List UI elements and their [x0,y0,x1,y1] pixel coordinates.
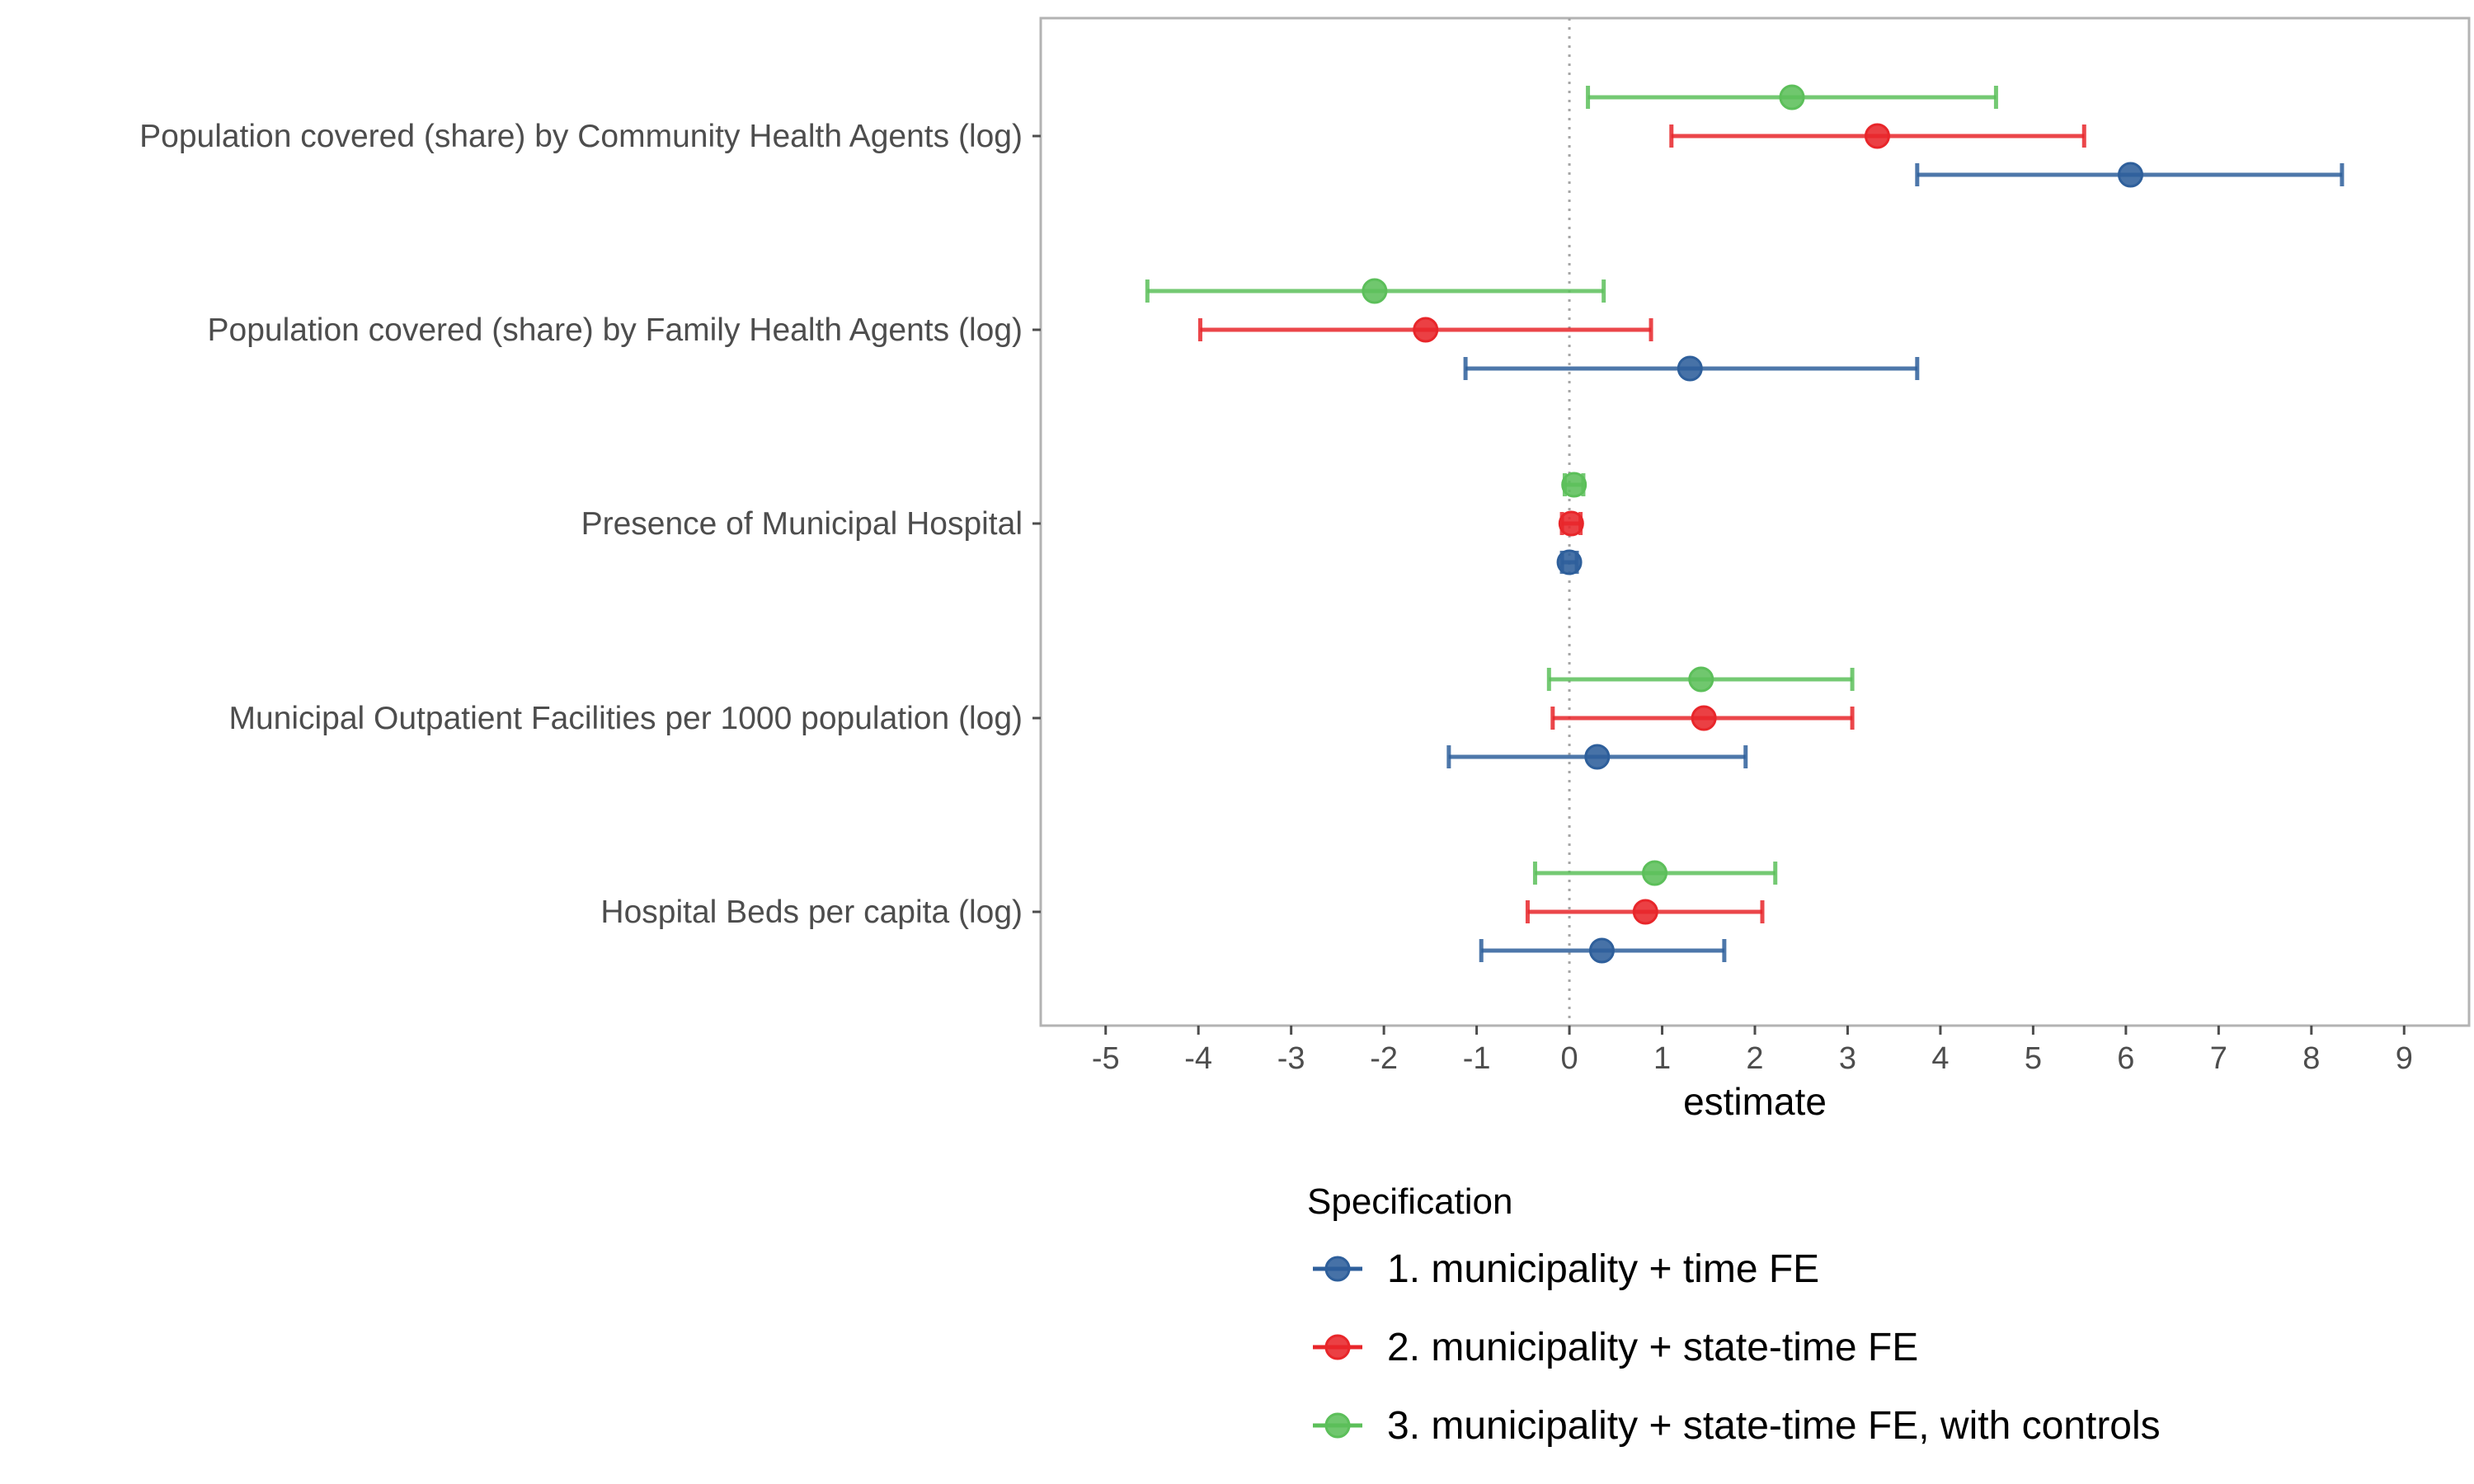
legend-key-point [1324,1334,1351,1360]
legend-key-point [1324,1256,1351,1282]
x-tick-label: 5 [2025,1041,2042,1076]
x-tick-label: 4 [1931,1041,1949,1076]
x-tick-label: 6 [2117,1041,2134,1076]
point-estimate [1677,355,1703,382]
series-1 [1446,162,2345,964]
x-tick-label: -5 [1092,1041,1120,1076]
point-estimate [1632,899,1658,925]
legend-key-point [1324,1412,1351,1439]
x-tick-label: 2 [1746,1041,1763,1076]
point-estimate [1779,84,1805,110]
legend-item: 3. municipality + state-time FE, with co… [1313,1404,2161,1448]
x-tick-label: 8 [2302,1041,2320,1076]
y-category-label: Population covered (share) by Community … [139,119,1023,154]
legend-label: 1. municipality + time FE [1387,1247,1819,1291]
y-category-label: Municipal Outpatient Facilities per 1000… [228,701,1023,736]
legend-items: 1. municipality + time FE 2. municipality… [1313,1247,2161,1448]
point-estimate [1362,278,1388,304]
x-axis-title: estimate [1683,1080,1827,1123]
point-estimate [1864,123,1890,149]
y-category-label: Hospital Beds per capita (log) [600,895,1023,930]
x-tick-label: -1 [1463,1041,1491,1076]
x-tick-label-group: -5 -4 -3 -2 -1 0 1 2 3 4 5 6 7 8 9 [1092,1041,2413,1076]
category-label-group: Population covered (share) by Community … [139,119,1023,930]
x-tick-label: -2 [1370,1041,1398,1076]
x-tick-group [1104,1026,2406,1035]
point-estimate [1413,317,1439,343]
category-tick-group [1032,134,1041,913]
y-category-label: Population covered (share) by Family Hea… [208,312,1023,348]
point-estimate [2117,162,2143,188]
point-estimate [1556,549,1583,575]
legend-title: Specification [1307,1181,1512,1222]
x-tick-label: 0 [1560,1041,1578,1076]
point-estimate [1588,937,1615,964]
point-estimate [1561,472,1587,498]
series-3 [1145,84,1998,886]
point-estimate [1691,705,1717,731]
x-tick-label: 1 [1653,1041,1671,1076]
legend-label: 3. municipality + state-time FE, with co… [1387,1404,2161,1448]
point-estimate [1688,666,1714,693]
point-estimate [1642,860,1668,886]
legend-item: 1. municipality + time FE [1313,1247,1819,1291]
x-tick-label: 3 [1839,1041,1856,1076]
y-category-label: Presence of Municipal Hospital [581,506,1023,542]
series-group [1145,84,2345,964]
x-tick-label: 9 [2396,1041,2413,1076]
x-tick-label: -3 [1277,1041,1305,1076]
legend-label: 2. municipality + state-time FE [1387,1326,1918,1369]
legend: Specification 1. municipality + time FE 2… [1307,1181,2161,1448]
point-estimate [1558,510,1584,537]
point-estimate [1584,744,1611,770]
legend-item: 2. municipality + state-time FE [1313,1326,1918,1369]
series-2 [1197,123,2086,925]
x-tick-label: -4 [1184,1041,1212,1076]
plot-panel [1039,16,2471,1027]
x-tick-label: 7 [2210,1041,2227,1076]
